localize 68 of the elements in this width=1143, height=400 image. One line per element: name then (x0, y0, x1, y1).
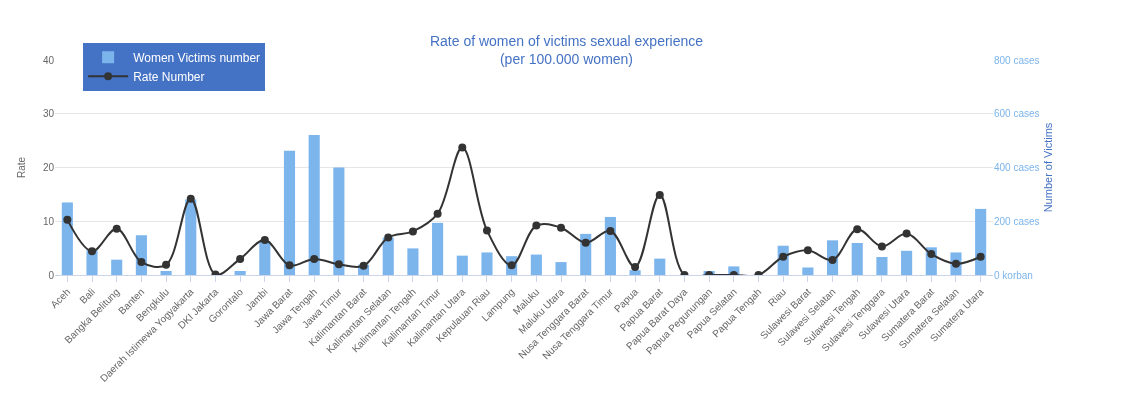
point (877, 242, 886, 251)
point (581, 238, 590, 247)
point (236, 254, 245, 263)
point (655, 190, 664, 199)
bar (629, 270, 641, 275)
bar (308, 134, 320, 275)
point (853, 225, 862, 234)
point (482, 226, 491, 235)
bar (654, 258, 666, 275)
bar (111, 259, 123, 275)
point (606, 226, 615, 235)
bar (604, 216, 616, 275)
bar (432, 222, 444, 275)
bar (901, 250, 913, 275)
point (532, 221, 541, 230)
y2-tick-label: 800 cases (994, 54, 1040, 66)
point (359, 261, 368, 270)
bar (382, 237, 394, 275)
y-tick-label: 20 (42, 162, 55, 173)
point (112, 224, 121, 233)
point (976, 252, 985, 261)
bar (407, 248, 419, 275)
y2-tick-label: 200 cases (994, 215, 1040, 227)
y2-tick-label: 0 korban (994, 269, 1033, 281)
y-tick-label: 40 (42, 54, 55, 66)
point (384, 233, 393, 242)
bar (802, 267, 814, 275)
point (162, 260, 171, 269)
point (88, 247, 97, 256)
point (63, 215, 72, 224)
y2-tick-label: 400 cases (994, 162, 1040, 173)
point (310, 254, 319, 263)
bar (283, 150, 296, 275)
y2-axis-title: Number of Victims (1041, 122, 1054, 213)
bar (530, 254, 542, 275)
point (458, 143, 467, 152)
point (285, 261, 294, 270)
y2-tick-label: 600 cases (994, 108, 1040, 120)
bar (481, 252, 493, 275)
bar (185, 199, 197, 275)
y-axis-title: Rate (16, 156, 27, 179)
point (557, 223, 566, 232)
legend-label: Rate Number (133, 69, 205, 84)
point (137, 258, 146, 267)
point (631, 262, 640, 271)
point (408, 227, 417, 236)
point (186, 194, 195, 203)
point (334, 260, 343, 269)
bar (234, 270, 246, 275)
bar (876, 256, 888, 275)
bar (456, 255, 468, 275)
y-tick-label: 10 (42, 215, 55, 227)
y-tick-label: 30 (42, 108, 55, 120)
bar (160, 270, 172, 275)
point (433, 209, 442, 218)
bar (975, 208, 987, 275)
bar (851, 243, 863, 275)
bar (61, 202, 73, 275)
bar (259, 241, 271, 275)
point (902, 229, 911, 238)
bar (333, 167, 345, 275)
y-tick-label: 0 (48, 269, 55, 281)
point (927, 250, 936, 259)
bar (555, 262, 567, 275)
point (803, 246, 812, 255)
point (260, 236, 269, 245)
chart-title: Rate of women of victims sexual experience (per 100.000 women) (429, 33, 704, 68)
legend-label: Women Victims number (133, 50, 261, 65)
